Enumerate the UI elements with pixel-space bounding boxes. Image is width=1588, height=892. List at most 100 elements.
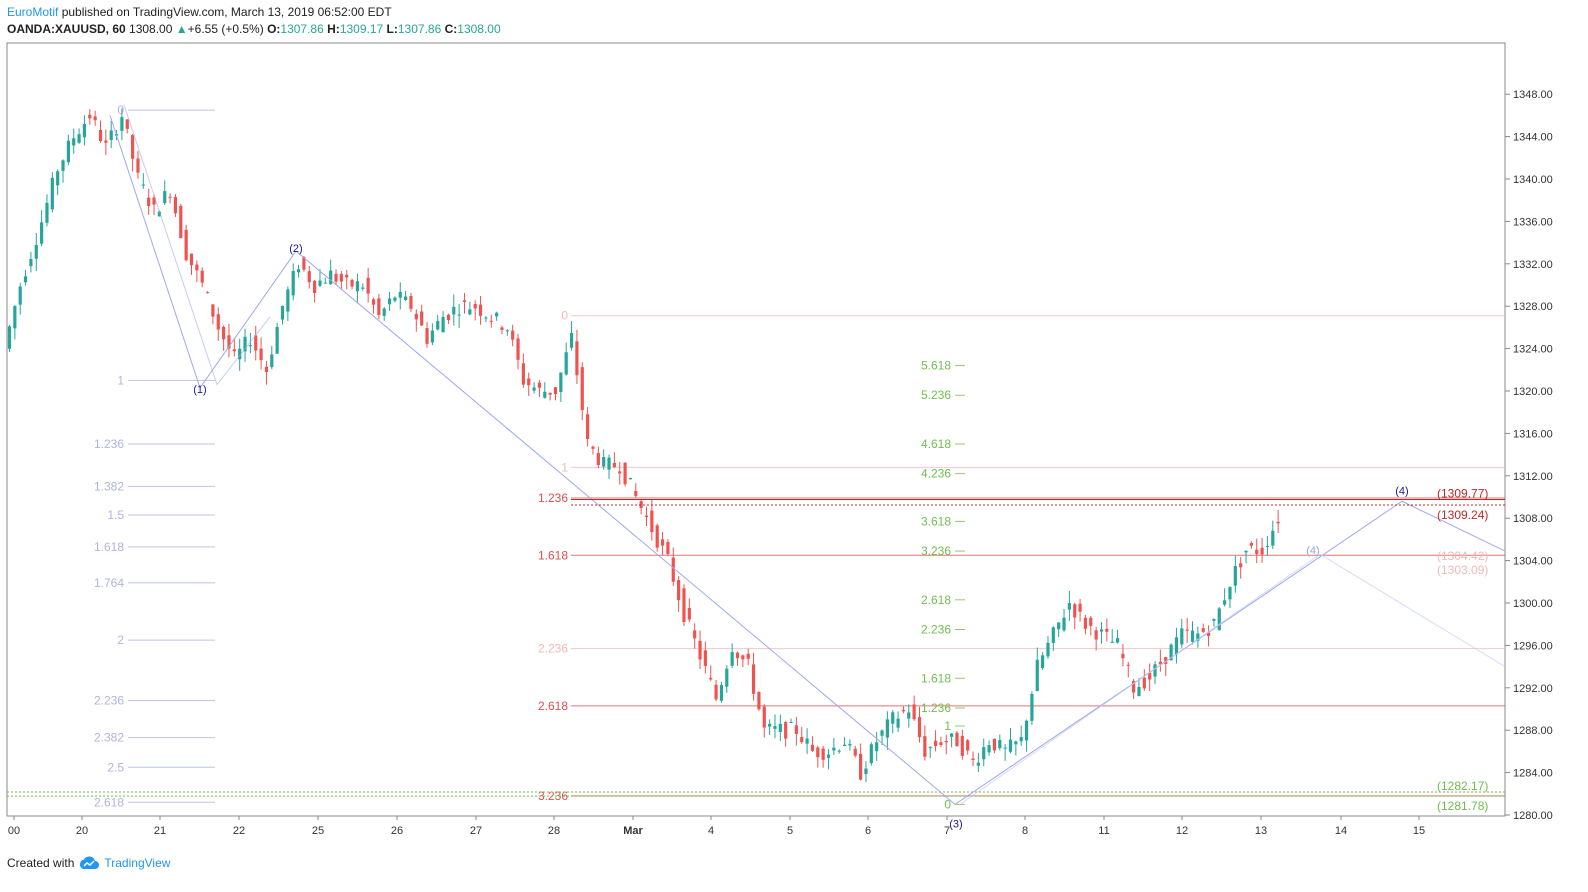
- candle-body: [254, 335, 258, 351]
- candle-body: [773, 725, 777, 729]
- candle-body: [1073, 604, 1077, 618]
- candle-body: [163, 191, 167, 204]
- candle-body: [998, 740, 1002, 749]
- candle-body: [1164, 657, 1168, 664]
- candle-body: [1078, 603, 1082, 612]
- x-tick-label: 20: [76, 825, 88, 837]
- candle-body: [1121, 653, 1125, 659]
- candle-body: [586, 414, 590, 439]
- candle-body: [987, 745, 991, 753]
- high-label: H:: [327, 22, 340, 36]
- candle-body: [1024, 720, 1029, 741]
- candle-body: [505, 330, 509, 332]
- x-tick-label: 12: [1176, 825, 1188, 837]
- tradingview-brand[interactable]: TradingView: [104, 856, 171, 870]
- candle-body: [125, 119, 129, 129]
- candle-body: [286, 289, 290, 312]
- candle-body: [141, 184, 145, 186]
- candle-body: [639, 501, 643, 509]
- candle-body: [120, 117, 124, 131]
- symbol-name: OANDA:XAUUSD, 60: [7, 22, 126, 36]
- candle-body: [489, 320, 493, 322]
- x-tick-label: 6: [865, 825, 871, 837]
- candle-body: [596, 453, 600, 466]
- price-change: +6.55 (+0.5%): [187, 22, 264, 36]
- candle-body: [891, 712, 895, 724]
- candle-body: [7, 326, 12, 349]
- open-value: 1307.86: [280, 22, 324, 36]
- candle-body: [751, 664, 756, 694]
- candle-body: [527, 378, 531, 386]
- candle-body: [495, 312, 499, 317]
- candle-body: [13, 306, 17, 329]
- candle-body: [40, 222, 44, 244]
- x-tick-label: 5: [787, 825, 793, 837]
- candle-body: [478, 304, 483, 316]
- candle-body: [1035, 659, 1039, 692]
- candle-body: [243, 336, 247, 352]
- candle-body: [805, 738, 809, 744]
- candle-body: [719, 684, 724, 701]
- y-tick-label: 1284.00: [1513, 768, 1553, 780]
- candle-body: [259, 348, 263, 361]
- candle-body: [553, 387, 558, 395]
- candle-body: [382, 308, 386, 316]
- candle-body: [532, 387, 536, 391]
- candle-body: [366, 277, 370, 294]
- candle-body: [511, 330, 515, 340]
- time-axis: 00 20 21 22 25 26 27 28 Mar 4 5 6 7 8 11 12 13 14 15: [8, 816, 1425, 837]
- y-tick-label: 1348.00: [1513, 89, 1553, 101]
- candle-body: [275, 326, 279, 354]
- plot-area: [6, 42, 1506, 817]
- fib3-level-label: 5.618: [921, 359, 951, 373]
- candle-body: [853, 748, 857, 756]
- candle-body: [580, 367, 584, 411]
- candle-body: [655, 525, 659, 548]
- x-tick-label: 7: [944, 825, 950, 837]
- candle-body: [607, 457, 611, 470]
- candle-body: [1158, 661, 1162, 665]
- candle-body: [1239, 563, 1243, 568]
- fib3-level-label: 5.236: [921, 388, 951, 402]
- candle-body: [1223, 600, 1227, 605]
- candle-body: [184, 229, 188, 261]
- candle-body: [473, 303, 477, 309]
- candle-body: [1089, 617, 1093, 626]
- candle-body: [537, 382, 542, 388]
- candle-body: [1244, 550, 1248, 553]
- x-tick-label: 8: [1022, 825, 1028, 837]
- candle-body: [543, 391, 547, 398]
- candle-body: [885, 719, 889, 738]
- author-link[interactable]: EuroMotif: [7, 5, 59, 19]
- candle-body: [425, 328, 429, 344]
- candle-body: [575, 341, 579, 376]
- x-tick-label: 13: [1255, 825, 1267, 837]
- candle-body: [671, 557, 675, 582]
- price-level-tag: (1303.09): [1437, 563, 1488, 577]
- candle-body: [1169, 644, 1173, 661]
- x-tick-label: 27: [470, 825, 482, 837]
- candle-body: [591, 446, 595, 449]
- candle-body: [666, 542, 670, 554]
- candle-body: [1057, 622, 1061, 630]
- fib1-level-label: 1.382: [94, 479, 124, 493]
- candle-body: [1062, 617, 1066, 631]
- candle-body: [355, 281, 360, 292]
- candle-body: [778, 723, 782, 732]
- candle-body: [222, 326, 226, 340]
- candle-body: [414, 313, 418, 320]
- candle-body: [200, 270, 204, 283]
- y-tick-label: 1344.00: [1513, 132, 1553, 144]
- y-tick-label: 1292.00: [1513, 683, 1553, 695]
- candle-body: [569, 332, 574, 348]
- candle-body: [757, 692, 761, 710]
- candle-body: [1142, 677, 1146, 689]
- candle-body: [907, 712, 911, 719]
- candle-body: [339, 273, 343, 282]
- candle-body: [1212, 619, 1216, 621]
- candle-body: [992, 738, 997, 751]
- candle-body: [521, 363, 525, 385]
- candle-body: [404, 296, 408, 300]
- candle-body: [901, 709, 906, 712]
